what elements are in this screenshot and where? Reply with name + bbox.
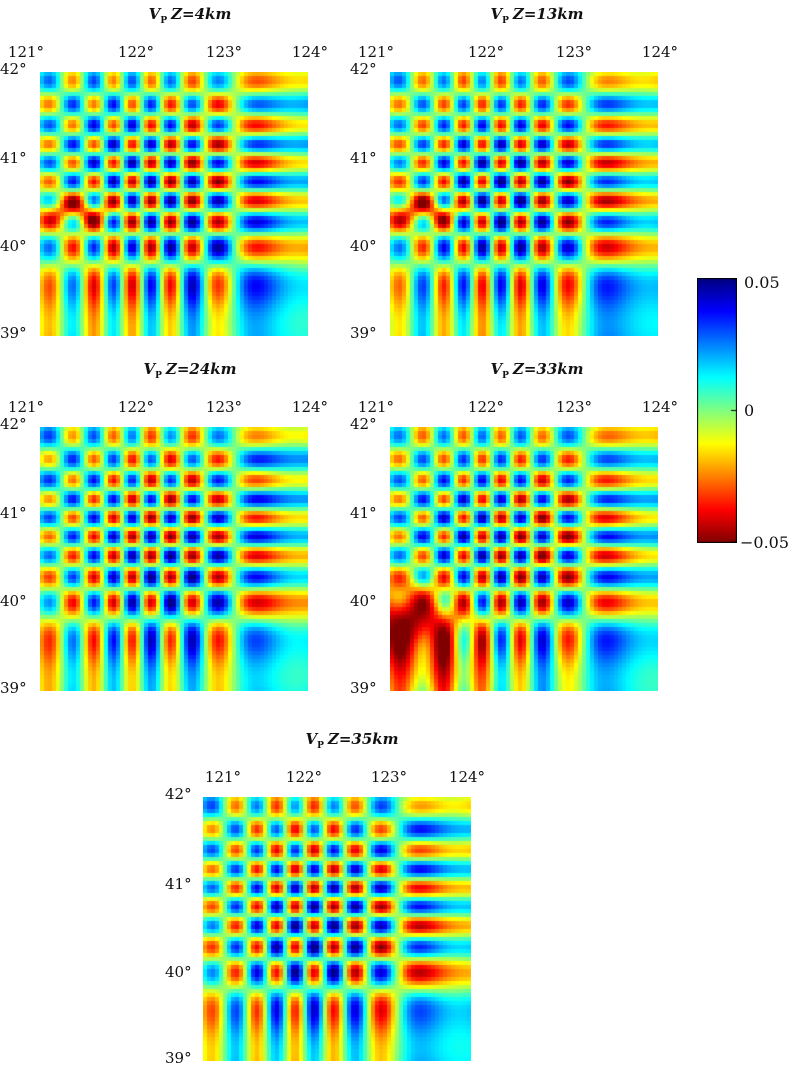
y-tick-40: 40°	[350, 592, 377, 610]
x-tick-124: 124°	[448, 768, 486, 786]
y-tick-41: 41°	[350, 149, 377, 167]
panel-z33: VP Z=33km 121° 122° 123° 124° 42° 41° 40°…	[350, 360, 680, 700]
title-v: V	[143, 360, 156, 378]
panel-title: VP Z=4km	[25, 5, 355, 26]
colorbar-mid-label: 0	[744, 401, 755, 420]
x-tick-121: 121°	[204, 768, 242, 786]
panel-z13: VP Z=13km 121° 122° 123° 124° 42° 41° 40°…	[350, 5, 680, 345]
title-v: V	[148, 5, 161, 23]
heatmap-z24	[40, 427, 308, 691]
y-tick-40: 40°	[350, 237, 377, 255]
y-tick-42: 42°	[0, 415, 27, 433]
x-tick-122: 122°	[467, 398, 505, 416]
y-tick-42: 42°	[165, 785, 192, 803]
panel-title: VP Z=13km	[372, 5, 702, 26]
x-tick-124: 124°	[641, 398, 679, 416]
x-tick-121: 121°	[357, 398, 395, 416]
y-tick-40: 40°	[0, 237, 27, 255]
heatmap-z13	[390, 72, 658, 336]
colorbar	[697, 278, 737, 543]
title-sub: P	[502, 16, 509, 26]
y-tick-39: 39°	[350, 324, 377, 342]
panel-title: VP Z=33km	[372, 360, 702, 381]
panel-z24: VP Z=24km 121° 122° 123° 124° 42° 41° 40°…	[0, 360, 330, 700]
x-tick-123: 123°	[205, 398, 243, 416]
y-tick-41: 41°	[0, 504, 27, 522]
x-tick-121: 121°	[7, 43, 45, 61]
title-sub: P	[155, 371, 162, 381]
title-v: V	[305, 730, 318, 748]
y-tick-39: 39°	[350, 679, 377, 697]
heatmap-z33	[390, 427, 658, 691]
x-tick-121: 121°	[357, 43, 395, 61]
panel-z4: VP Z=4km 121° 122° 123° 124° 42° 41° 40° …	[0, 5, 330, 345]
title-depth: Z=13km	[512, 5, 584, 23]
y-tick-42: 42°	[350, 415, 377, 433]
title-depth: Z=33km	[512, 360, 584, 378]
y-tick-42: 42°	[0, 60, 27, 78]
title-sub: P	[160, 16, 168, 26]
title-sub: P	[502, 371, 509, 381]
x-tick-124: 124°	[641, 43, 679, 61]
heatmap-z4	[40, 72, 308, 336]
y-tick-41: 41°	[350, 504, 377, 522]
y-tick-40: 40°	[165, 963, 192, 981]
colorbar-max-label: 0.05	[744, 273, 780, 292]
y-tick-40: 40°	[0, 592, 27, 610]
y-tick-39: 39°	[0, 679, 27, 697]
x-tick-122: 122°	[117, 43, 155, 61]
title-depth: Z=24km	[165, 360, 237, 378]
title-v: V	[490, 5, 503, 23]
x-tick-122: 122°	[117, 398, 155, 416]
x-tick-122: 122°	[467, 43, 505, 61]
x-tick-122: 122°	[285, 768, 323, 786]
y-tick-42: 42°	[350, 60, 377, 78]
x-tick-121: 121°	[7, 398, 45, 416]
y-tick-41: 41°	[165, 875, 192, 893]
x-tick-123: 123°	[555, 398, 593, 416]
colorbar-min-label: −0.05	[740, 533, 790, 552]
x-tick-123: 123°	[205, 43, 243, 61]
title-sub: P	[317, 741, 324, 751]
x-tick-123: 123°	[555, 43, 593, 61]
y-tick-41: 41°	[0, 149, 27, 167]
heatmap-z35	[203, 797, 471, 1061]
y-tick-39: 39°	[165, 1049, 192, 1067]
title-v: V	[490, 360, 503, 378]
title-depth: Z=4km	[171, 5, 232, 23]
panel-title: VP Z=35km	[187, 730, 517, 751]
x-tick-124: 124°	[291, 43, 329, 61]
x-tick-124: 124°	[291, 398, 329, 416]
title-depth: Z=35km	[327, 730, 399, 748]
panel-z35: VP Z=35km 121° 122° 123° 124° 42° 41° 40°…	[165, 730, 495, 1070]
x-tick-123: 123°	[370, 768, 408, 786]
y-tick-39: 39°	[0, 324, 27, 342]
panel-title: VP Z=24km	[25, 360, 355, 381]
